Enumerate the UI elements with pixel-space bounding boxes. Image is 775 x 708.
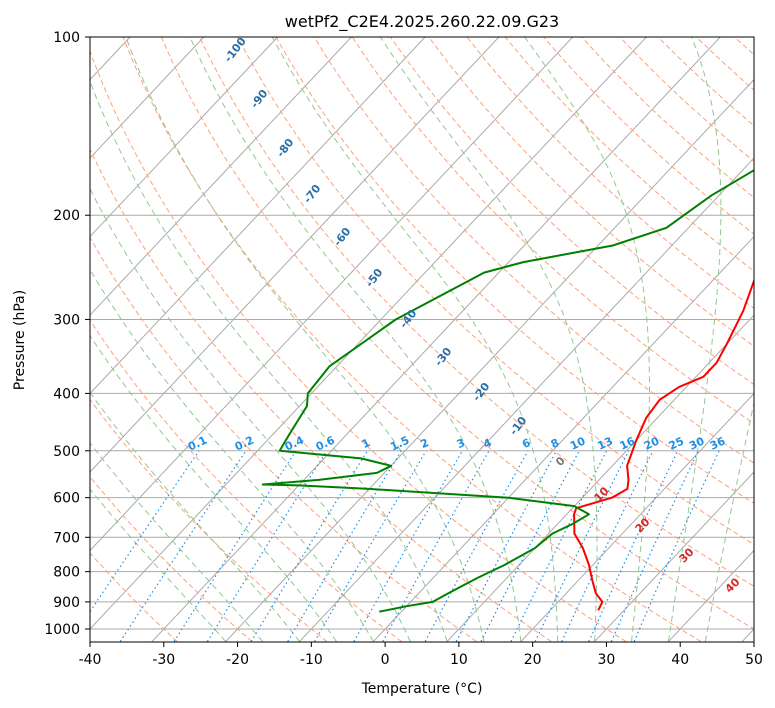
plot-background <box>90 37 754 642</box>
y-tick-label: 800 <box>53 565 80 581</box>
dry-adiabat-line <box>237 37 754 546</box>
mixing-ratio-line <box>314 450 427 642</box>
mixing-ratio-line <box>534 450 630 642</box>
dry-adiabat-line <box>90 49 627 642</box>
mixing-ratio-line <box>287 450 402 642</box>
mixing-ratio-line <box>561 450 654 642</box>
moist-adiabat-line <box>90 187 411 642</box>
isotherm-line <box>225 78 754 642</box>
isotherm-line <box>90 37 426 395</box>
dry-adiabat-line <box>199 37 754 587</box>
moist-adiabat-line <box>667 37 722 642</box>
mixing-ratio-label: 10 <box>568 434 588 452</box>
moist-adiabat-line <box>90 442 264 642</box>
mixing-ratio-label: 16 <box>618 434 638 452</box>
mixing-ratio-line <box>250 450 369 642</box>
temperature-line <box>573 277 754 611</box>
y-tick-label: 600 <box>53 491 80 507</box>
moist-adiabat-line <box>524 37 650 642</box>
dry-adiabat-line <box>90 319 402 642</box>
x-tick-label: -10 <box>300 652 323 668</box>
y-tick-label: 700 <box>53 530 80 546</box>
isotherm-line <box>0 37 56 642</box>
y-tick-label: 500 <box>53 444 80 460</box>
moist-adiabat-line <box>379 37 598 642</box>
dry-adiabat-line <box>313 37 754 464</box>
isotherm-line <box>90 37 205 159</box>
isotherm-line <box>372 235 754 642</box>
dry-adiabat-line <box>90 552 178 642</box>
dry-adiabat-line <box>90 148 552 642</box>
mixing-ratio-label: 25 <box>667 435 686 453</box>
moist-adiabat-line <box>189 37 522 642</box>
mixing-ratio-line <box>424 450 529 642</box>
y-tick-label: 1000 <box>44 622 80 638</box>
x-tick-label: 20 <box>524 652 542 668</box>
x-tick-label: 30 <box>598 652 616 668</box>
background-lines <box>0 37 754 642</box>
series-lines <box>261 169 754 613</box>
moist-adiabat-line <box>125 37 485 642</box>
isotherm-line <box>151 37 721 642</box>
x-tick-label: 40 <box>671 652 689 668</box>
mixing-ratio-line <box>588 450 679 642</box>
axis-ticks: -40 -30 -20 -10 0 10 20 30 40 50 1000 900 800 700 600 5… <box>44 30 763 668</box>
y-tick-label: 300 <box>53 312 80 328</box>
dry-adiabat-line <box>90 398 328 642</box>
y-axis-label: Pressure (hPa) <box>12 290 28 390</box>
y-tick-label: 900 <box>53 595 80 611</box>
x-tick-label: -40 <box>79 652 102 668</box>
dewpoint-line <box>261 169 754 613</box>
moist-adiabat-line <box>90 334 337 642</box>
mixing-ratio-label: 36 <box>708 434 728 452</box>
x-tick-label: 0 <box>381 652 390 668</box>
y-tick-label: 400 <box>53 386 80 402</box>
x-tick-label: 50 <box>745 652 763 668</box>
dry-adiabat-line <box>90 236 477 642</box>
isotherm-line <box>90 37 574 552</box>
dry-adiabat-line <box>90 475 253 642</box>
moist-adiabat-line <box>90 391 300 642</box>
dry-adiabat-line <box>160 37 754 630</box>
dry-adiabat-line <box>275 37 754 504</box>
mixing-ratio-line <box>206 450 328 642</box>
plot-frame <box>89 36 755 643</box>
mixing-ratio-label: 13 <box>595 435 614 453</box>
moist-adiabat-line <box>271 37 559 642</box>
y-tick-label: 100 <box>53 30 80 46</box>
mixing-ratio-label: 20 <box>642 434 662 452</box>
isotherm-line <box>594 471 754 642</box>
isotherm-line <box>90 37 352 316</box>
dry-adiabat-line <box>390 37 754 386</box>
mixing-ratio-label: 30 <box>687 434 707 452</box>
x-tick-label: -30 <box>152 652 175 668</box>
x-tick-label: -20 <box>226 652 249 668</box>
isotherm-line <box>90 37 500 473</box>
dry-adiabat-line <box>122 37 702 642</box>
y-tick-label: 200 <box>53 208 80 224</box>
isotherm-line <box>90 37 278 238</box>
chart-title: wetPf2_C2E4.2025.260.22.09.G23 <box>285 12 559 32</box>
isotherm-line <box>446 314 754 642</box>
moist-adiabat-line <box>90 268 374 642</box>
moist-adiabat-line <box>90 80 448 642</box>
x-axis-label: Temperature (°C) <box>361 681 483 697</box>
x-tick-label: 10 <box>450 652 468 668</box>
isotherm-line <box>520 392 754 642</box>
mixing-ratio-line <box>173 450 297 642</box>
mixing-ratio-line <box>510 450 608 642</box>
mixing-ratio-line <box>119 450 247 642</box>
moist-adiabat-line <box>704 400 754 642</box>
dry-adiabat-line <box>428 37 754 347</box>
